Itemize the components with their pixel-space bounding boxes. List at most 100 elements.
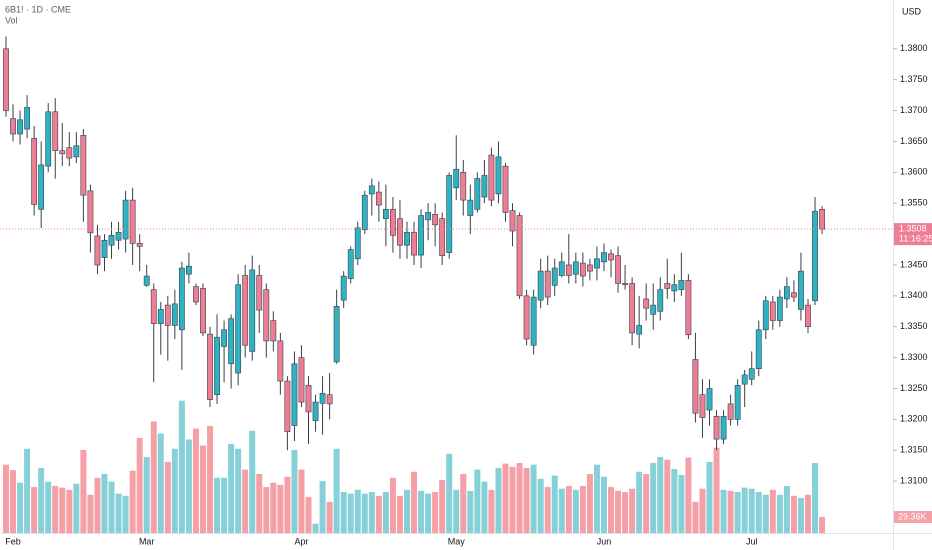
last-price-box xyxy=(894,223,932,246)
volume-bar xyxy=(488,489,495,533)
candle-body xyxy=(755,329,762,370)
volume-bar xyxy=(263,487,270,533)
candle-body xyxy=(143,275,150,286)
candle-body xyxy=(601,252,607,263)
volume-bar xyxy=(115,493,122,533)
volume-bar xyxy=(333,448,340,533)
candle-body xyxy=(31,138,38,205)
volume-bar xyxy=(537,478,544,533)
candle-body xyxy=(439,218,446,256)
volume-bar xyxy=(678,475,685,533)
candle-body xyxy=(3,48,9,111)
candle-body xyxy=(347,249,354,279)
volume-bar xyxy=(382,492,389,533)
volume-bar xyxy=(73,483,80,533)
volume-bar xyxy=(727,490,734,533)
volume-bar xyxy=(565,485,572,533)
volume-bar xyxy=(819,516,826,533)
candle-body xyxy=(122,199,129,240)
y-tick-label: 1.3600 xyxy=(900,167,928,177)
candle-body xyxy=(340,275,347,301)
candle-body xyxy=(502,165,509,213)
candle-body xyxy=(298,357,305,403)
volume-bar xyxy=(432,492,439,533)
candle-body xyxy=(769,301,776,321)
volume-bar xyxy=(558,488,565,533)
y-tick-label: 1.3750 xyxy=(900,74,928,84)
candle-body xyxy=(558,261,565,276)
candle-body xyxy=(404,231,410,246)
candle-body xyxy=(727,403,734,420)
volume-bar xyxy=(403,489,410,533)
countdown-label: 11:16:25 xyxy=(899,234,932,244)
candle-body xyxy=(333,306,340,363)
volume-bar xyxy=(692,501,699,533)
volume-bar xyxy=(361,493,368,533)
candle-body xyxy=(783,286,790,300)
candle-body xyxy=(150,289,157,324)
volume-bar xyxy=(776,494,783,533)
volume-bar xyxy=(164,461,171,533)
candle-body xyxy=(45,111,52,167)
volume-bar xyxy=(52,485,59,533)
candle-body xyxy=(650,304,657,315)
volume-bar xyxy=(650,463,657,533)
candle-body xyxy=(516,215,523,297)
candle-body xyxy=(368,185,375,195)
candle-body xyxy=(411,231,417,256)
x-tick-label: Jun xyxy=(597,536,612,546)
candle-body xyxy=(819,209,825,230)
volume-bar xyxy=(439,479,446,533)
volume-bar xyxy=(530,464,537,533)
axis-layer: Feb Mar Apr May Jun Jul 1.3100 1.3150 1.3200 1.32… xyxy=(0,43,932,546)
volume-bar xyxy=(797,498,804,533)
y-tick-label: 1.3700 xyxy=(900,105,928,115)
volume-label: 29.36K xyxy=(898,511,927,521)
volume-bar xyxy=(192,428,199,533)
volume-title: Vol xyxy=(5,15,18,25)
volume-bar xyxy=(31,487,38,533)
candle-body xyxy=(157,309,164,324)
volume-bar xyxy=(453,489,460,533)
candle-body xyxy=(256,275,263,311)
candle-body xyxy=(136,243,143,247)
y-tick-label: 1.3450 xyxy=(900,259,928,269)
candle-body xyxy=(242,275,249,346)
candle-body xyxy=(94,235,101,266)
candle-body xyxy=(657,289,664,312)
volume-bar xyxy=(228,443,235,533)
candle-body xyxy=(129,199,136,244)
volume-bar xyxy=(389,477,396,533)
candle-body xyxy=(59,150,66,155)
candle-body xyxy=(798,270,804,310)
volume-bar xyxy=(396,495,403,533)
volume-bar xyxy=(284,476,291,533)
candle-body xyxy=(762,300,769,331)
last-price-label: 1.3508 xyxy=(899,224,927,234)
currency-label: USD xyxy=(902,6,922,16)
volume-bar xyxy=(748,488,755,533)
candle-body xyxy=(720,415,727,440)
candle-body xyxy=(200,288,206,334)
volume-bar xyxy=(347,493,354,533)
candle-body xyxy=(418,215,424,256)
volume-bar xyxy=(586,473,593,533)
volume-bar xyxy=(593,464,600,533)
candle-body xyxy=(115,231,122,241)
volume-bar xyxy=(298,469,305,533)
volume-bar xyxy=(685,457,692,533)
candle-body xyxy=(622,283,628,286)
volume-bar xyxy=(66,489,73,533)
y-tick-label: 1.3300 xyxy=(900,352,928,362)
volume-bar xyxy=(17,482,24,533)
candle-body xyxy=(397,218,403,246)
candle-body xyxy=(319,393,326,404)
candle-body xyxy=(741,374,748,385)
y-tick-label: 1.3150 xyxy=(900,445,928,455)
x-tick-label: Feb xyxy=(5,536,21,546)
candle-body xyxy=(24,107,31,130)
candle-body xyxy=(474,178,481,210)
candle-body xyxy=(544,270,551,298)
volume-bar xyxy=(354,489,361,533)
candle-body xyxy=(186,265,192,275)
